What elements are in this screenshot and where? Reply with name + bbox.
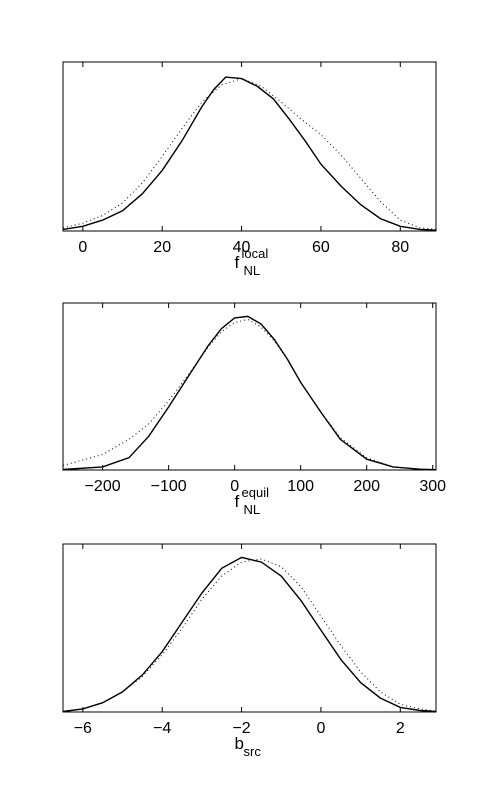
- plot-frame: [62, 61, 437, 232]
- x-tick-label: 60: [312, 239, 330, 256]
- x-axis-label-sup: local: [242, 246, 269, 261]
- x-axis-label: f local NL: [235, 246, 269, 278]
- x-tick-label: 300: [419, 478, 446, 495]
- x-tick-label: 200: [353, 478, 380, 495]
- x-axis-label-main: f: [235, 492, 240, 511]
- plot-frame: [62, 302, 437, 471]
- x-tick-label: −4: [153, 720, 171, 737]
- series-solid-line: [62, 76, 437, 231]
- series-solid-line: [62, 315, 437, 471]
- x-tick-label: −2: [232, 720, 250, 737]
- x-axis-label-sub: NL: [244, 263, 261, 278]
- x-tick-label: 0: [78, 239, 87, 256]
- x-axis-label: f equil NL: [235, 485, 270, 517]
- x-axis-label-sup: equil: [242, 485, 270, 500]
- series-solid-line: [62, 556, 437, 713]
- x-tick-label: 0: [230, 478, 239, 495]
- x-axis-label-main: b: [235, 734, 244, 753]
- x-axis-label-sub: src: [244, 744, 262, 759]
- x-tick-label: 100: [287, 478, 314, 495]
- series-dotted-line: [62, 78, 437, 230]
- x-tick-label: 2: [396, 720, 405, 737]
- x-axis-label-sub: NL: [244, 502, 261, 517]
- chart-panel-1: 0 20 40 60 80 f local NL: [62, 61, 437, 278]
- x-tick-label: −100: [151, 478, 187, 495]
- x-tick-label: 20: [153, 239, 171, 256]
- x-axis-label-main: f: [235, 253, 240, 272]
- x-axis-label: b src: [235, 734, 262, 759]
- x-tick-label: 80: [391, 239, 409, 256]
- chart-panel-3: −6 −4 −2 0 2 b src: [62, 543, 437, 759]
- chart-panel-2: −200 −100 0 100 200 300 f equil NL: [62, 302, 446, 517]
- x-tick-label: −6: [74, 720, 92, 737]
- series-dotted-line: [62, 558, 437, 712]
- x-tick-label: −200: [85, 478, 121, 495]
- x-tick-label: 40: [233, 239, 251, 256]
- plot-frame: [62, 543, 437, 713]
- x-tick-label: 0: [316, 720, 325, 737]
- series-dotted-line: [62, 318, 437, 471]
